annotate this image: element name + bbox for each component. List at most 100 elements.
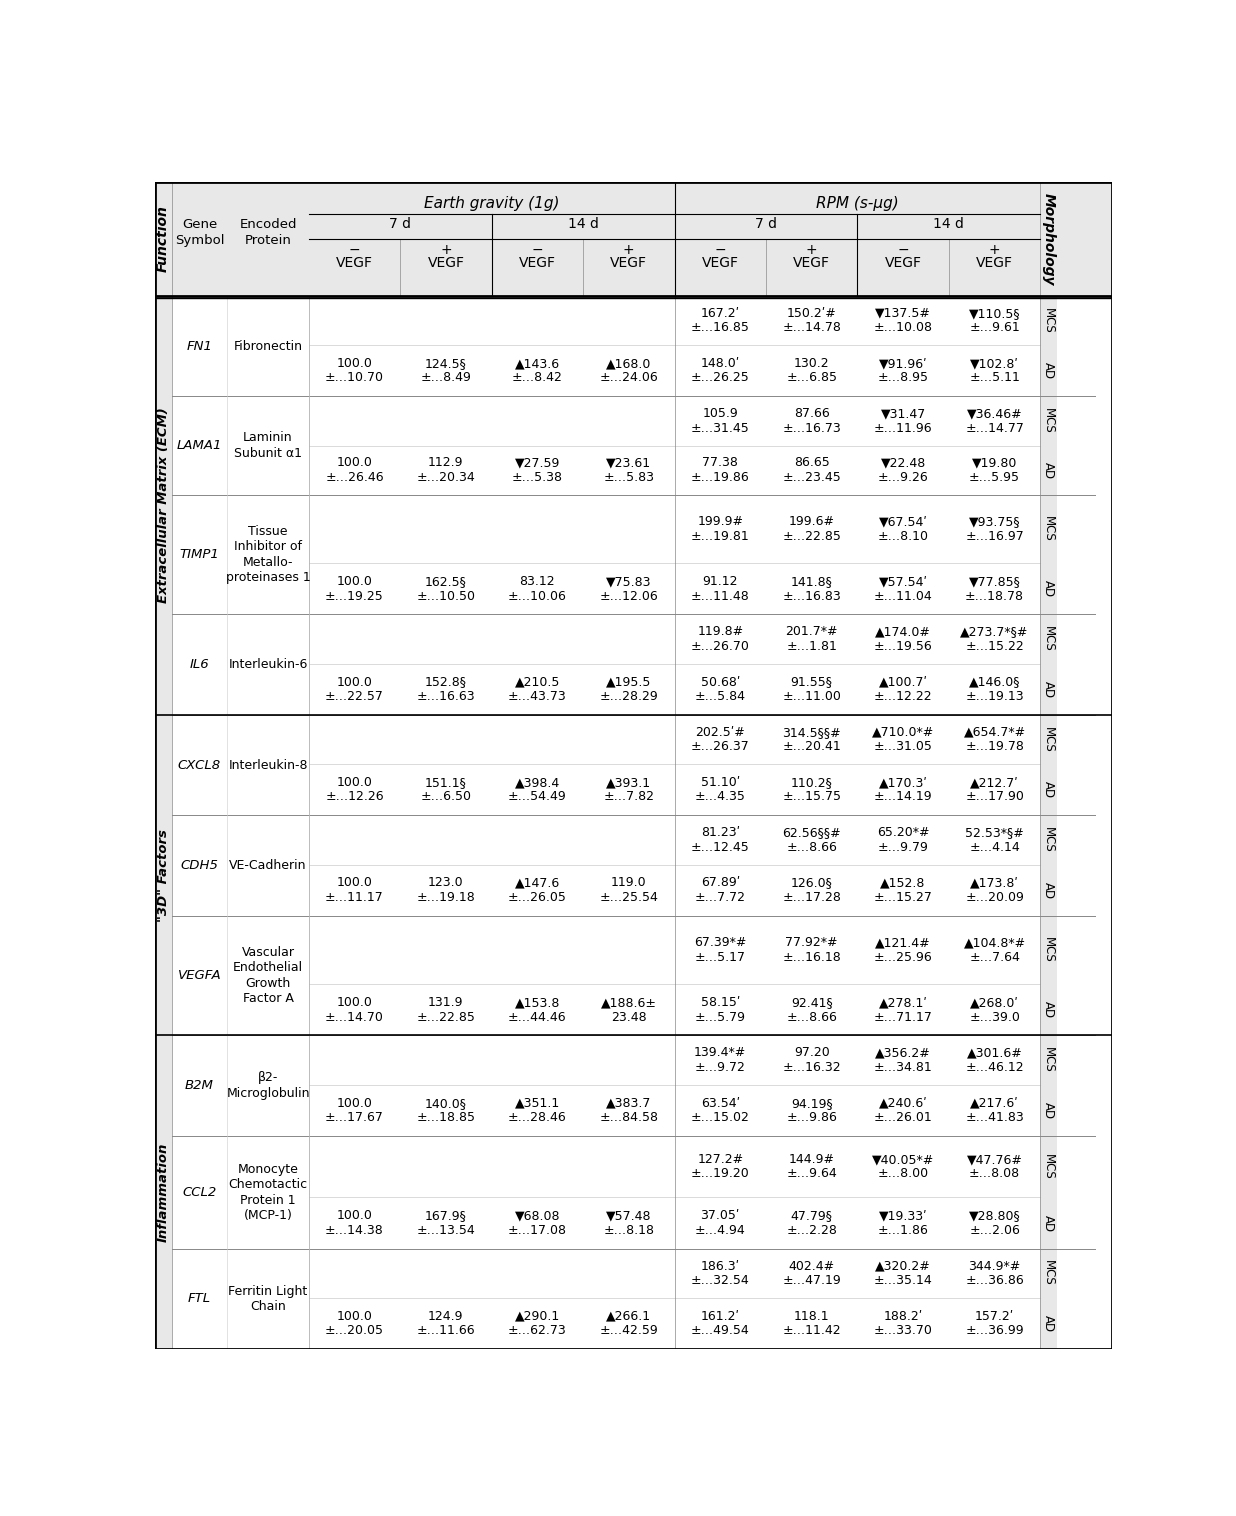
Text: ▼57.48
±…8.18: ▼57.48 ±…8.18: [603, 1210, 654, 1237]
Text: 186.3ʹ
±…32.54: 186.3ʹ ±…32.54: [691, 1260, 749, 1287]
Text: 91.55§
±…11.00: 91.55§ ±…11.00: [782, 676, 842, 703]
Text: Morphology: Morphology: [1042, 193, 1056, 285]
Text: +: +: [806, 243, 817, 256]
Text: 151.1§
±…6.50: 151.1§ ±…6.50: [420, 776, 471, 803]
Text: 105.9
±…31.45: 105.9 ±…31.45: [691, 408, 749, 435]
Text: 144.9#
±…9.64: 144.9# ±…9.64: [786, 1154, 837, 1181]
Text: 199.9#
±…19.81: 199.9# ±…19.81: [691, 515, 749, 543]
Text: MCS: MCS: [1042, 1154, 1056, 1179]
Text: 314.5§§#
±…20.41: 314.5§§# ±…20.41: [782, 726, 840, 753]
Text: VEGF: VEGF: [611, 256, 648, 270]
Text: ▲266.1
±…42.59: ▲266.1 ±…42.59: [599, 1310, 659, 1337]
Text: ▲174.0#
±…19.56: ▲174.0# ±…19.56: [874, 625, 932, 653]
Text: 157.2ʹ
±…36.99: 157.2ʹ ±…36.99: [965, 1310, 1023, 1337]
Text: ▼40.05*#
±…8.00: ▼40.05*# ±…8.00: [873, 1154, 934, 1181]
Text: MCS: MCS: [1042, 1260, 1056, 1286]
Text: ▼67.54ʹ
±…8.10: ▼67.54ʹ ±…8.10: [878, 515, 928, 543]
Text: ▲168.0
±…24.06: ▲168.0 ±…24.06: [599, 356, 659, 385]
Text: VEGF: VEGF: [885, 256, 922, 270]
Text: 150.2ʹ#
±…14.78: 150.2ʹ# ±…14.78: [782, 306, 842, 334]
Text: ▼75.83
±…12.06: ▼75.83 ±…12.06: [599, 575, 659, 602]
Text: 201.7*#
±…1.81: 201.7*# ±…1.81: [785, 625, 838, 653]
Text: ▲210.5
±…43.73: ▲210.5 ±…43.73: [508, 676, 567, 703]
Text: TIMP1: TIMP1: [179, 549, 219, 561]
Text: 7 d: 7 d: [755, 217, 777, 232]
Text: 100.0
±…11.17: 100.0 ±…11.17: [325, 876, 384, 904]
Text: 162.5§
±…10.50: 162.5§ ±…10.50: [417, 575, 476, 602]
Text: 402.4#
±…47.19: 402.4# ±…47.19: [782, 1260, 840, 1287]
Text: −: −: [714, 243, 726, 256]
Text: ▲147.6
±…26.05: ▲147.6 ±…26.05: [508, 876, 567, 904]
Text: 94.19§
±…9.86: 94.19§ ±…9.86: [786, 1096, 837, 1123]
Text: 91.12
±…11.48: 91.12 ±…11.48: [691, 575, 749, 602]
Text: 58.15ʹ
±…5.79: 58.15ʹ ±…5.79: [695, 996, 745, 1023]
Text: 167.2ʹ
±…16.85: 167.2ʹ ±…16.85: [691, 306, 750, 334]
Bar: [1041, 182, 1057, 1349]
Text: CCL2: CCL2: [183, 1186, 216, 1199]
Text: ▲268.0ʹ
±…39.0: ▲268.0ʹ ±…39.0: [969, 996, 1020, 1023]
Text: ▲710.0*#
±…31.05: ▲710.0*# ±…31.05: [873, 726, 934, 753]
Text: Inflammation: Inflammation: [157, 1143, 169, 1242]
Text: ▼19.33ʹ
±…1.86: ▼19.33ʹ ±…1.86: [878, 1210, 928, 1237]
Text: Extracellular Matrix (ECM): Extracellular Matrix (ECM): [157, 408, 169, 603]
Text: ▼91.96ʹ
±…8.95: ▼91.96ʹ ±…8.95: [878, 356, 928, 385]
Text: 152.8§
±…16.63: 152.8§ ±…16.63: [417, 676, 475, 703]
Text: 63.54ʹ
±…15.02: 63.54ʹ ±…15.02: [691, 1096, 750, 1123]
Text: 123.0
±…19.18: 123.0 ±…19.18: [417, 876, 476, 904]
Text: +: +: [989, 243, 1000, 256]
Text: ▲100.7ʹ
±…12.22: ▲100.7ʹ ±…12.22: [874, 676, 932, 703]
Text: ▲143.6
±…8.42: ▲143.6 ±…8.42: [512, 356, 562, 385]
Text: AD: AD: [1042, 681, 1056, 697]
Text: 14 d: 14 d: [567, 217, 598, 232]
Text: ▲398.4
±…54.49: ▲398.4 ±…54.49: [508, 776, 567, 803]
Bar: [154, 182, 1112, 296]
Text: MCS: MCS: [1042, 308, 1056, 334]
Text: AD: AD: [1042, 1102, 1056, 1119]
Text: 50.68ʹ
±…5.84: 50.68ʹ ±…5.84: [695, 676, 745, 703]
Text: ▼31.47
±…11.96: ▼31.47 ±…11.96: [874, 408, 932, 435]
Text: Vascular
Endothelial
Growth
Factor A: Vascular Endothelial Growth Factor A: [232, 946, 303, 1005]
Text: Laminin
Subunit α1: Laminin Subunit α1: [234, 432, 302, 459]
Text: MCS: MCS: [1042, 828, 1056, 854]
Text: ▲152.8
±…15.27: ▲152.8 ±…15.27: [874, 876, 933, 904]
Text: 100.0
±…14.38: 100.0 ±…14.38: [325, 1210, 384, 1237]
Text: 126.0§
±…17.28: 126.0§ ±…17.28: [782, 876, 842, 904]
Text: Interleukin-6: Interleukin-6: [229, 658, 308, 672]
Text: 119.0
±…25.54: 119.0 ±…25.54: [599, 876, 659, 904]
Text: ▲195.5
±…28.29: ▲195.5 ±…28.29: [599, 676, 659, 703]
Text: ▼93.75§
±…16.97: ▼93.75§ ±…16.97: [965, 515, 1023, 543]
Text: 100.0
±…19.25: 100.0 ±…19.25: [325, 575, 384, 602]
Text: VEGFA: VEGFA: [178, 969, 221, 982]
Text: 62.56§§#
±…8.66: 62.56§§# ±…8.66: [782, 826, 840, 854]
Text: ▼68.08
±…17.08: ▼68.08 ±…17.08: [508, 1210, 567, 1237]
Text: 118.1
±…11.42: 118.1 ±…11.42: [782, 1310, 840, 1337]
Text: MCS: MCS: [1042, 515, 1056, 541]
Text: ▲212.7ʹ
±…17.90: ▲212.7ʹ ±…17.90: [965, 776, 1025, 803]
Text: AD: AD: [1042, 781, 1056, 799]
Text: CXCL8: CXCL8: [178, 758, 221, 772]
Text: FTL: FTL: [188, 1293, 211, 1305]
Text: 139.4*#
±…9.72: 139.4*# ±…9.72: [695, 1046, 747, 1073]
Text: 100.0
±…22.57: 100.0 ±…22.57: [325, 676, 384, 703]
Text: −: −: [531, 243, 543, 256]
Text: ▼77.85§
±…18.78: ▼77.85§ ±…18.78: [965, 575, 1025, 602]
Text: 131.9
±…22.85: 131.9 ±…22.85: [417, 996, 476, 1023]
Text: ▲170.3ʹ
±…14.19: ▲170.3ʹ ±…14.19: [874, 776, 932, 803]
Text: 199.6#
±…22.85: 199.6# ±…22.85: [782, 515, 842, 543]
Text: 81.23ʹ
±…12.45: 81.23ʹ ±…12.45: [691, 826, 749, 854]
Text: MCS: MCS: [1042, 408, 1056, 434]
Text: ▲173.8ʹ
±…20.09: ▲173.8ʹ ±…20.09: [965, 876, 1025, 904]
Text: 7 d: 7 d: [389, 217, 412, 232]
Text: ▼27.59
±…5.38: ▼27.59 ±…5.38: [512, 456, 562, 484]
Text: 86.65
±…23.45: 86.65 ±…23.45: [782, 456, 840, 484]
Text: 87.66
±…16.73: 87.66 ±…16.73: [782, 408, 840, 435]
Text: ▼57.54ʹ
±…11.04: ▼57.54ʹ ±…11.04: [874, 575, 932, 602]
Text: 100.0
±…20.05: 100.0 ±…20.05: [325, 1310, 384, 1337]
Text: −: −: [897, 243, 908, 256]
Text: ▼19.80
±…5.95: ▼19.80 ±…5.95: [969, 456, 1020, 484]
Text: 188.2ʹ
±…33.70: 188.2ʹ ±…33.70: [874, 1310, 933, 1337]
Text: LAMA1: LAMA1: [177, 440, 222, 452]
Text: AD: AD: [1042, 1001, 1056, 1019]
Text: ▼102.8ʹ
±…5.11: ▼102.8ʹ ±…5.11: [969, 356, 1020, 385]
Text: Encoded
Protein: Encoded Protein: [240, 218, 297, 247]
